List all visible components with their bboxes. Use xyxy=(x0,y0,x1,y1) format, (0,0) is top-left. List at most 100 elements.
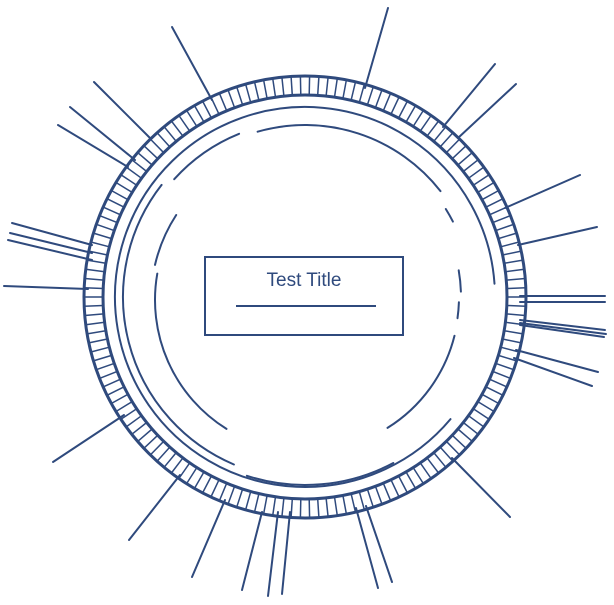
ring-tick xyxy=(325,77,329,97)
ring-tick xyxy=(210,479,220,498)
ray-line xyxy=(52,414,125,463)
ring-tick xyxy=(419,115,432,132)
ring-tick xyxy=(433,126,447,142)
ring-tick xyxy=(218,93,228,112)
ring-tick xyxy=(485,198,504,208)
ring-tick xyxy=(120,408,138,420)
ring-tick xyxy=(350,81,357,101)
ring-tick xyxy=(235,86,244,106)
ring-tick xyxy=(90,346,110,353)
ring-tick xyxy=(492,214,511,224)
ring-tick xyxy=(342,79,348,99)
ring-tick xyxy=(163,126,177,142)
ray-line xyxy=(7,239,93,261)
ray-line xyxy=(281,511,291,595)
ring-tick xyxy=(271,78,277,98)
ray-line xyxy=(517,226,598,246)
ray-line xyxy=(364,7,389,89)
ray-line xyxy=(241,511,263,591)
ring-tick xyxy=(235,488,244,508)
ring-tick xyxy=(84,304,104,308)
ring-tick xyxy=(457,152,473,166)
ring-tick xyxy=(84,286,104,290)
ring-tick xyxy=(390,479,400,498)
ring-tick xyxy=(99,214,118,224)
ring-tick xyxy=(281,497,285,517)
ring-tick xyxy=(481,393,500,405)
ring-tick xyxy=(495,223,514,232)
ray-line xyxy=(519,324,605,338)
sketch-arc xyxy=(154,214,178,266)
ring-tick xyxy=(382,482,392,501)
radiating-lines xyxy=(3,7,607,597)
ring-tick xyxy=(93,354,112,362)
ring-tick xyxy=(271,496,277,516)
ring-tick xyxy=(489,206,508,216)
ring-tick xyxy=(358,491,366,511)
ring-tick xyxy=(262,79,268,99)
ring-tick xyxy=(96,362,115,371)
ring-tick xyxy=(131,159,148,173)
title-underline xyxy=(236,305,376,307)
ring-tick xyxy=(88,250,108,256)
ring-tick xyxy=(502,338,522,344)
ring-tick xyxy=(445,440,461,456)
ring-tick xyxy=(366,488,375,508)
ray-line xyxy=(519,319,606,331)
ring-tick xyxy=(143,145,159,160)
ring-tick xyxy=(120,174,138,186)
ring-tick xyxy=(426,120,440,137)
ring-tick xyxy=(290,76,294,96)
ring-tick xyxy=(178,115,191,132)
ring-tick xyxy=(492,370,511,380)
ring-tick xyxy=(439,132,454,148)
ring-tick xyxy=(506,286,526,290)
ring-tick xyxy=(227,89,236,108)
ring-tick xyxy=(244,491,252,511)
ring-tick xyxy=(506,304,526,308)
ray-line xyxy=(128,474,181,541)
ring-tick xyxy=(374,89,383,108)
ring-tick xyxy=(405,471,417,489)
ring-tick xyxy=(333,78,339,98)
title-text: Test Title xyxy=(266,270,342,291)
ring-tick xyxy=(201,475,213,494)
ring-tick xyxy=(93,232,112,240)
ring-tick xyxy=(201,100,213,119)
ray-line xyxy=(3,285,89,290)
ring-tick xyxy=(366,86,375,106)
ring-tick xyxy=(433,452,447,468)
ring-tick xyxy=(253,493,260,513)
ring-tick xyxy=(84,277,104,281)
ray-line xyxy=(365,505,393,583)
ring-tick xyxy=(358,83,366,103)
ring-tick xyxy=(90,241,110,248)
ring-tick xyxy=(397,475,409,494)
ring-tick xyxy=(110,393,129,405)
ring-tick xyxy=(290,498,294,518)
ray-line xyxy=(11,222,93,246)
ring-tick xyxy=(156,132,171,148)
ray-line xyxy=(69,106,136,161)
ring-tick xyxy=(281,77,285,97)
ring-tick xyxy=(439,446,454,462)
ring-tick xyxy=(210,96,220,115)
sketch-arc xyxy=(154,272,228,430)
tick-ring xyxy=(82,74,528,520)
ring-tick xyxy=(131,421,148,435)
ring-tick xyxy=(88,338,108,344)
ray-line xyxy=(57,124,129,168)
ring-tick xyxy=(110,189,129,201)
ring-tick xyxy=(137,152,153,166)
sketch-arc xyxy=(456,301,460,320)
ring-tick xyxy=(115,400,133,413)
ring-tick xyxy=(445,138,461,154)
ring-tick xyxy=(498,354,517,362)
ring-tick xyxy=(102,378,121,388)
ring-tick xyxy=(185,467,198,485)
ring-tick xyxy=(170,457,184,474)
ring-tick xyxy=(85,321,105,326)
ring-tick xyxy=(149,138,165,154)
ring-tick xyxy=(137,428,153,442)
